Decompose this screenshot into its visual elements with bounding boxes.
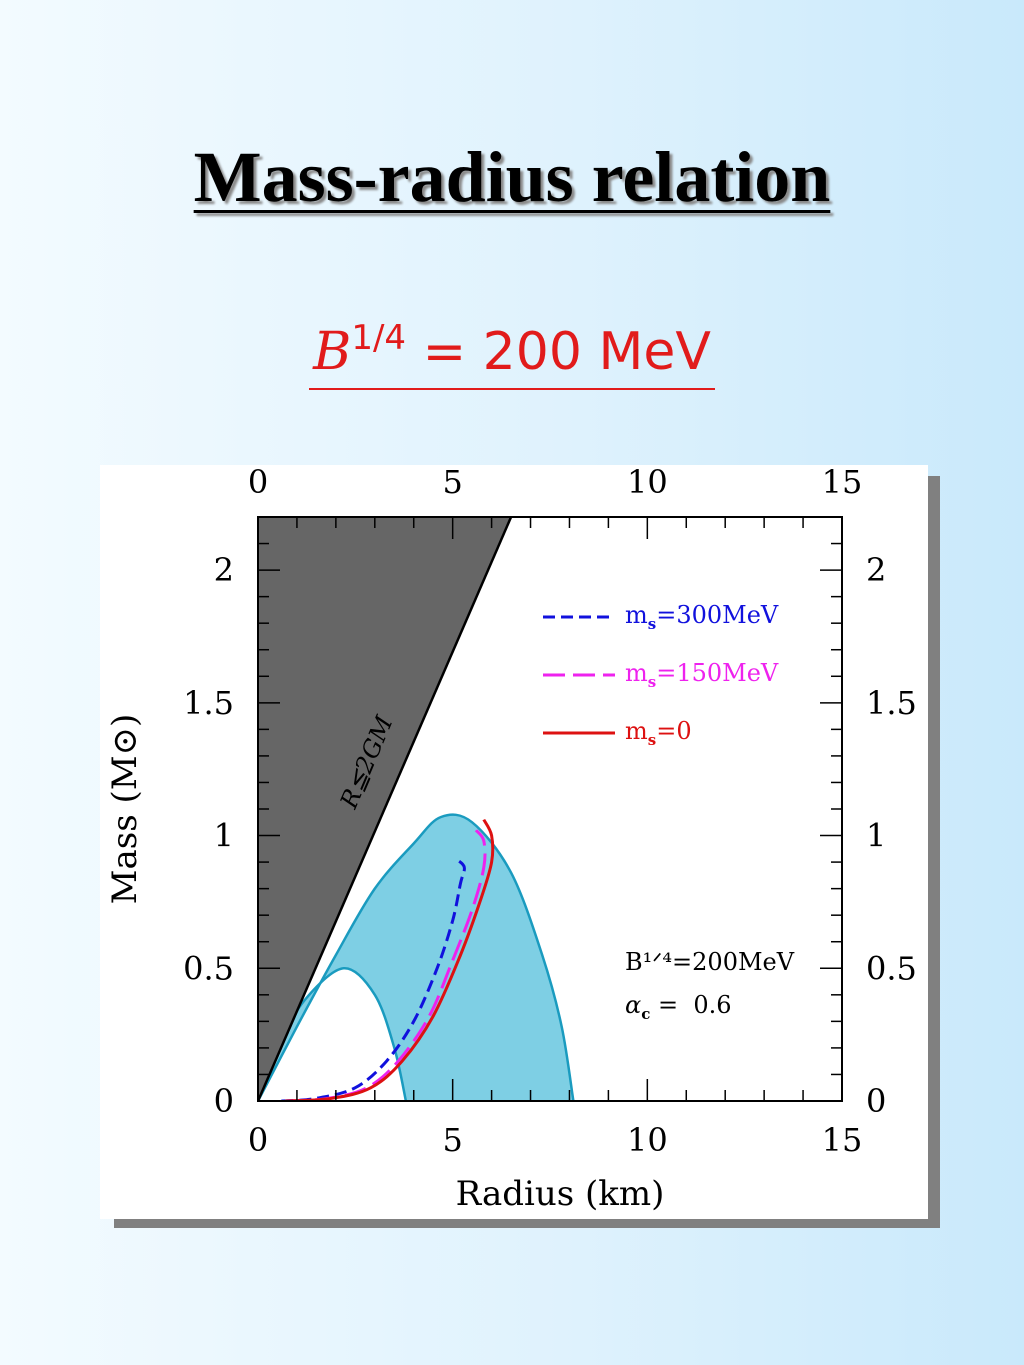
schwarzschild-line	[258, 517, 513, 1101]
band-outer-edge	[258, 813, 575, 1101]
x-tick-label-top: 0	[248, 465, 268, 501]
subtitle-equation: B1/4 = 200 MeV	[0, 318, 1024, 390]
plot-frame	[257, 516, 843, 1102]
slide-title: Mass-radius relation	[193, 137, 831, 217]
alpha-value: = 0.6	[650, 991, 731, 1019]
x-tick-label-bottom: 15	[822, 1121, 863, 1159]
x-axis-label: Radius (km)	[456, 1174, 665, 1214]
y-tick-label-right: 2	[866, 551, 886, 589]
legend-label-0: ms=300MeV	[625, 601, 779, 633]
y-tick-label-right: 1.5	[866, 684, 917, 722]
x-tick-label-bottom: 10	[627, 1121, 668, 1159]
x-tick-label-top: 15	[822, 465, 863, 501]
x-tick-label-top: 5	[442, 465, 462, 501]
y-tick-label-right: 0	[866, 1082, 886, 1120]
series-line-2	[285, 818, 495, 1101]
subtitle-underline: B1/4 = 200 MeV	[309, 318, 715, 390]
x-tick-label-bottom: 5	[442, 1121, 462, 1159]
y-axis-label: Mass (M⊙)	[105, 714, 145, 905]
alpha-subscript: c	[641, 1005, 650, 1023]
legend-label-2: ms=0	[625, 717, 692, 749]
figure-panel: 0 0 5 5 10 10 15 15 0 0 0.5 0.5 1 1 1.5 1.5 2 2 R≦2GM Rad…	[100, 463, 928, 1219]
subtitle-exponent: 1/4	[351, 318, 407, 358]
y-tick-label-left: 0	[214, 1082, 234, 1120]
annotation-bag-constant: B¹ᐟ⁴=200MeV	[625, 948, 795, 976]
y-tick-label-left: 0.5	[183, 949, 234, 987]
x-tick-label-bottom: 0	[248, 1121, 268, 1159]
plot-area	[258, 517, 575, 1101]
x-tick-label-top: 10	[627, 465, 668, 501]
band-fill	[258, 814, 574, 1101]
annotation-alpha: αc = 0.6	[625, 991, 732, 1023]
legend-label-1: ms=150MeV	[625, 659, 779, 691]
alpha-symbol: α	[625, 991, 641, 1019]
y-tick-label-left: 1.5	[183, 684, 234, 722]
subtitle-value: = 200 MeV	[422, 322, 711, 382]
subtitle-b: B	[313, 322, 352, 382]
y-tick-label-right: 0.5	[866, 949, 917, 987]
y-tick-label-right: 1	[866, 817, 886, 855]
legend: ms=300MeV ms=150MeV ms=0	[543, 601, 779, 749]
y-tick-label-left: 2	[214, 551, 234, 589]
y-tick-label-left: 1	[214, 817, 234, 855]
